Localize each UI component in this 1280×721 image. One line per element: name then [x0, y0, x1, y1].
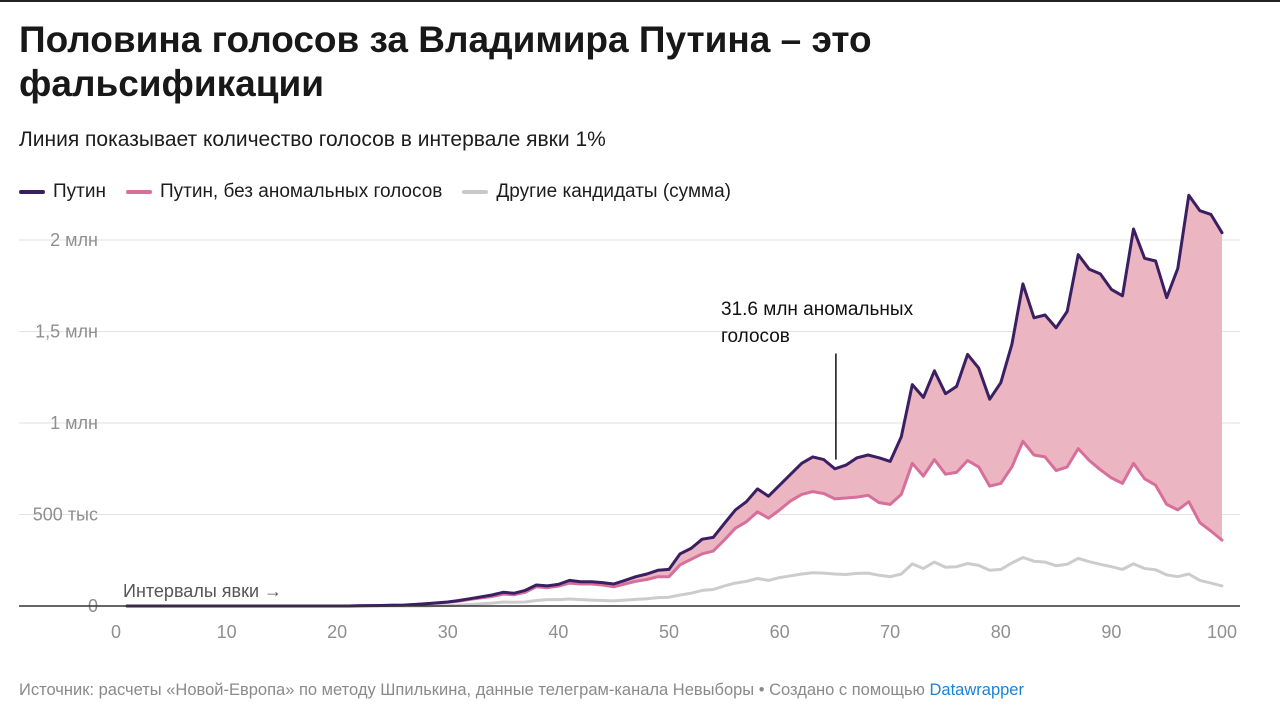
legend-swatch-others: [462, 190, 489, 194]
x-tick-label: 50: [659, 622, 679, 642]
top-rule: [0, 0, 1280, 2]
legend: Путин Путин, без аномальных голосов Друг…: [19, 178, 751, 206]
legend-item-others: Другие кандидаты (сумма): [462, 178, 731, 206]
x-tick-label: 20: [327, 622, 347, 642]
x-tick-label: 30: [438, 622, 458, 642]
legend-item-clean: Путин, без аномальных голосов: [125, 178, 443, 206]
chart-title: Половина голосов за Владимира Путина – э…: [19, 19, 872, 104]
datawrapper-link[interactable]: Datawrapper: [929, 681, 1024, 699]
annotation-text-line2: голосов: [721, 326, 790, 347]
y-tick-label: 2 млн: [50, 230, 98, 250]
x-tick-label: 70: [880, 622, 900, 642]
x-tick-label: 60: [770, 622, 790, 642]
x-tick-label: 80: [991, 622, 1011, 642]
legend-label-others: Другие кандидаты (сумма): [496, 181, 731, 202]
annotation-text-line1: 31.6 млн аномальных: [721, 299, 914, 320]
x-tick-label: 10: [217, 622, 237, 642]
x-tick-label: 0: [111, 622, 121, 642]
y-tick-label: 500 тыс: [33, 505, 98, 525]
x-tick-label: 90: [1101, 622, 1121, 642]
x-tick-label: 100: [1207, 622, 1237, 642]
chart-subtitle: Линия показывает количество голосов в ин…: [19, 128, 606, 151]
source-note: Источник: расчеты «Новой-Европа» по мето…: [19, 678, 1024, 702]
y-tick-label: 1 млн: [50, 413, 98, 433]
legend-swatch-putin: [19, 190, 45, 194]
legend-swatch-clean: [125, 190, 152, 194]
x-axis-annotation: Интервалы явки →: [123, 581, 282, 601]
source-text: Источник: расчеты «Новой-Европа» по мето…: [19, 681, 930, 699]
legend-label-putin: Путин: [53, 181, 106, 202]
anomalous-votes-area: [127, 195, 1223, 606]
legend-item-putin: Путин: [19, 178, 106, 206]
legend-label-clean: Путин, без аномальных голосов: [159, 181, 443, 202]
x-tick-label: 40: [548, 622, 568, 642]
y-tick-label: 1,5 млн: [35, 322, 98, 342]
